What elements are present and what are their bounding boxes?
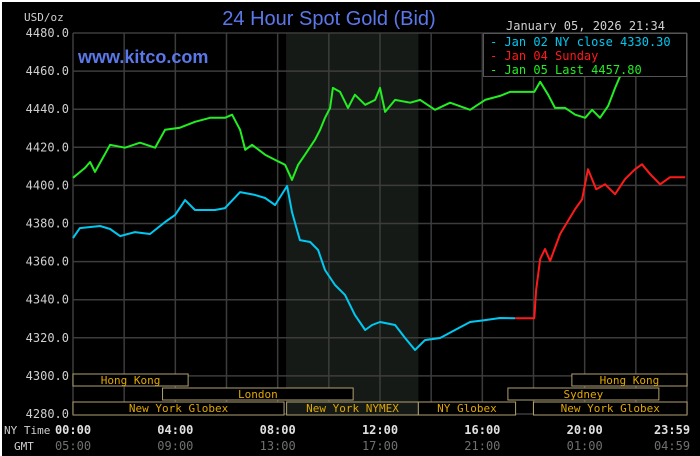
- y-tick-label: 4320.0: [26, 331, 69, 345]
- session-bar: [417, 401, 517, 416]
- legend-item-jan02: - Jan 02 NY close 4330.30: [490, 35, 671, 49]
- session-new-york-globex: New York Globex: [533, 401, 688, 416]
- legend-item-jan04: - Jan 04 Sunday: [490, 49, 599, 63]
- x-tick-label: 00:00: [55, 423, 91, 437]
- x-tick-label: 12:00: [362, 423, 398, 437]
- session-label: London: [238, 388, 278, 401]
- x-tick-label: 01:00: [567, 439, 603, 453]
- session-new-york-globex: New York Globex: [72, 401, 285, 416]
- session-ny-globex: NY Globex: [417, 401, 517, 416]
- y-tick-label: 4480.0: [26, 26, 69, 40]
- session-hong-kong: Hong Kong: [72, 373, 189, 387]
- session-bar: [571, 373, 688, 387]
- x-axis-row-label: NY Time: [4, 424, 50, 437]
- session-bar: [72, 401, 285, 416]
- x-tick-label: 05:00: [55, 439, 91, 453]
- session-hong-kong: Hong Kong: [571, 373, 688, 387]
- x-tick-label: 13:00: [260, 439, 296, 453]
- chart-title: 24 Hour Spot Gold (Bid): [222, 8, 436, 30]
- legend-item-jan05: - Jan 05 Last 4457.80: [490, 63, 642, 77]
- y-tick-label: 4380.0: [26, 217, 69, 231]
- session-sydney: Sydney: [507, 387, 660, 401]
- y-tick-label: 4440.0: [26, 102, 69, 116]
- x-tick-label: 08:00: [260, 423, 296, 437]
- x-axis-row-label: GMT: [14, 440, 34, 453]
- y-tick-label: 4280.0: [26, 407, 69, 421]
- session-london: London: [162, 387, 354, 401]
- timestamp: January 05, 2026 21:34: [506, 19, 665, 33]
- x-tick-label: 04:00: [157, 423, 193, 437]
- session-bar: [72, 373, 189, 387]
- y-tick-label: 4400.0: [26, 178, 69, 192]
- session-bar: [162, 387, 354, 401]
- x-tick-label: 16:00: [464, 423, 500, 437]
- x-tick-label: 20:00: [567, 423, 603, 437]
- series-line-0: [72, 185, 516, 351]
- y-tick-label: 4300.0: [26, 369, 69, 383]
- session-label: New York Globex: [561, 402, 661, 415]
- session-label: NY Globex: [437, 402, 497, 415]
- session-bar: [533, 401, 688, 416]
- series-line-2: [72, 74, 622, 181]
- x-tick-label: 17:00: [362, 439, 398, 453]
- session-label: Hong Kong: [600, 374, 660, 387]
- x-tick-label: 23:59: [654, 423, 690, 437]
- session-label: Sydney: [564, 388, 604, 401]
- session-label: New York Globex: [129, 402, 229, 415]
- y-tick-label: 4360.0: [26, 255, 69, 269]
- series-line-1: [515, 163, 686, 320]
- x-tick-label: 21:00: [464, 439, 500, 453]
- y-axis-units: USD/oz: [24, 11, 64, 24]
- legend: - Jan 02 NY close 4330.30 - Jan 04 Sunda…: [483, 33, 687, 77]
- y-tick-label: 4460.0: [26, 64, 69, 78]
- session-label: New York NYMEX: [306, 402, 399, 415]
- x-tick-label: 04:59: [654, 439, 690, 453]
- site-watermark: www.kitco.com: [78, 47, 209, 67]
- x-tick-label: 09:00: [157, 439, 193, 453]
- session-label: Hong Kong: [101, 374, 161, 387]
- session-bar: [507, 387, 660, 401]
- y-tick-label: 4340.0: [26, 293, 69, 307]
- y-tick-label: 4420.0: [26, 140, 69, 154]
- session-new-york-nymex: New York NYMEX: [286, 401, 419, 416]
